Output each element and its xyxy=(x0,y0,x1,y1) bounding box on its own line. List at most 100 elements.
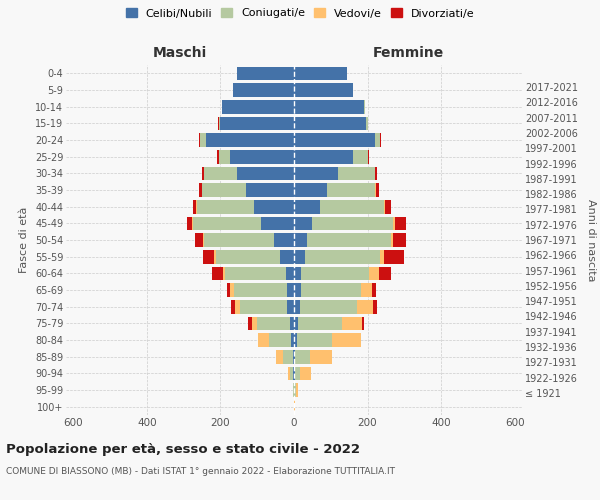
Bar xyxy=(379,266,391,280)
Bar xyxy=(294,100,364,114)
Bar xyxy=(294,250,305,264)
Bar xyxy=(294,333,297,347)
Bar xyxy=(218,116,220,130)
Bar xyxy=(202,166,204,180)
Bar xyxy=(203,233,204,247)
Bar xyxy=(294,266,301,280)
Bar xyxy=(235,300,239,314)
Bar xyxy=(196,233,203,247)
Bar xyxy=(294,400,295,413)
Bar xyxy=(221,100,222,114)
Text: COMUNE DI BIASSONO (MB) - Dati ISTAT 1° gennaio 2022 - Elaborazione TUTTITALIA.I: COMUNE DI BIASSONO (MB) - Dati ISTAT 1° … xyxy=(6,468,395,476)
Bar xyxy=(237,166,294,180)
Text: Maschi: Maschi xyxy=(153,46,207,60)
Bar xyxy=(254,200,294,213)
Bar xyxy=(204,166,237,180)
Bar xyxy=(217,150,218,164)
Bar xyxy=(375,183,376,197)
Bar xyxy=(294,66,347,80)
Bar xyxy=(276,350,283,364)
Bar xyxy=(197,200,254,213)
Bar xyxy=(370,266,379,280)
Bar xyxy=(232,300,235,314)
Bar xyxy=(301,266,370,280)
Bar xyxy=(384,250,404,264)
Bar xyxy=(258,333,269,347)
Bar xyxy=(261,216,294,230)
Bar xyxy=(294,300,299,314)
Bar xyxy=(223,266,225,280)
Bar xyxy=(391,233,393,247)
Bar xyxy=(294,216,313,230)
Bar xyxy=(200,133,206,147)
Bar xyxy=(376,183,379,197)
Bar xyxy=(393,233,406,247)
Bar xyxy=(313,216,393,230)
Bar xyxy=(395,216,406,230)
Bar xyxy=(294,366,295,380)
Bar xyxy=(204,233,274,247)
Bar xyxy=(246,183,294,197)
Bar xyxy=(356,300,373,314)
Bar xyxy=(206,133,294,147)
Bar xyxy=(294,316,298,330)
Bar xyxy=(248,316,252,330)
Bar xyxy=(361,283,373,297)
Bar xyxy=(290,316,294,330)
Y-axis label: Anni di nascita: Anni di nascita xyxy=(586,198,596,281)
Bar xyxy=(366,116,368,130)
Bar xyxy=(230,283,234,297)
Bar xyxy=(233,83,294,97)
Bar xyxy=(294,166,338,180)
Bar xyxy=(294,200,320,213)
Bar xyxy=(193,200,196,213)
Bar xyxy=(288,366,290,380)
Bar xyxy=(393,216,395,230)
Bar xyxy=(202,183,246,197)
Bar xyxy=(301,283,361,297)
Bar xyxy=(192,216,193,230)
Bar xyxy=(274,233,294,247)
Bar xyxy=(286,266,294,280)
Text: Popolazione per età, sesso e stato civile - 2022: Popolazione per età, sesso e stato civil… xyxy=(6,442,360,456)
Bar xyxy=(294,116,366,130)
Bar xyxy=(327,183,375,197)
Bar xyxy=(237,66,294,80)
Bar xyxy=(368,150,369,164)
Bar xyxy=(199,133,200,147)
Bar xyxy=(287,300,294,314)
Bar xyxy=(212,266,223,280)
Bar xyxy=(297,333,332,347)
Bar xyxy=(218,150,230,164)
Bar xyxy=(252,316,257,330)
Bar xyxy=(193,216,261,230)
Bar xyxy=(299,300,356,314)
Text: Femmine: Femmine xyxy=(373,46,443,60)
Bar xyxy=(215,250,280,264)
Bar xyxy=(293,350,294,364)
Bar xyxy=(199,183,202,197)
Y-axis label: Fasce di età: Fasce di età xyxy=(19,207,29,273)
Bar xyxy=(294,133,375,147)
Bar xyxy=(380,250,384,264)
Bar xyxy=(187,216,192,230)
Bar xyxy=(338,166,375,180)
Bar xyxy=(380,133,381,147)
Bar xyxy=(293,366,294,380)
Bar xyxy=(362,316,364,330)
Bar xyxy=(307,233,391,247)
Bar xyxy=(230,150,294,164)
Bar xyxy=(239,300,287,314)
Bar xyxy=(225,266,286,280)
Bar xyxy=(384,200,385,213)
Bar xyxy=(291,333,294,347)
Bar xyxy=(294,233,307,247)
Bar xyxy=(294,150,353,164)
Bar xyxy=(290,366,293,380)
Bar xyxy=(364,100,365,114)
Bar xyxy=(287,283,294,297)
Bar xyxy=(294,83,353,97)
Bar xyxy=(295,383,296,397)
Bar xyxy=(234,283,287,297)
Bar xyxy=(375,166,377,180)
